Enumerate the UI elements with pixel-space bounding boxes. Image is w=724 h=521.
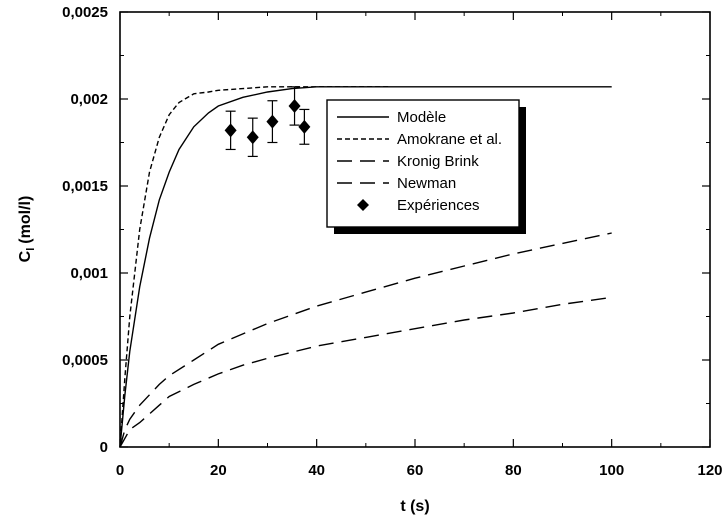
- x-tick-label: 120: [697, 462, 722, 479]
- x-tick-label: 80: [505, 462, 522, 479]
- x-tick-label: 20: [210, 462, 227, 479]
- experiment-point: [266, 114, 279, 129]
- experiment-point: [246, 130, 259, 145]
- y-axis-title-subscript: l: [25, 248, 37, 251]
- x-tick-label: 60: [407, 462, 424, 479]
- experiment-points: [224, 86, 311, 158]
- legend-marker: [357, 199, 369, 211]
- y-tick-label: 0,0015: [62, 178, 108, 195]
- series-line-3: [119, 232, 612, 448]
- y-tick-label: 0,001: [70, 265, 108, 282]
- y-axis-title-main: C: [17, 250, 34, 262]
- x-tick-label: 40: [308, 462, 325, 479]
- series-line-4: [119, 296, 612, 448]
- legend-label: Expériences: [397, 197, 480, 214]
- legend-label: Modèle: [397, 109, 446, 126]
- y-tick-label: 0,002: [70, 91, 108, 108]
- x-tick-label: 100: [599, 462, 624, 479]
- series-line-1: [119, 86, 612, 448]
- legend-label: Amokrane et al.: [397, 131, 502, 148]
- legend: Modèle Amokrane et al. Kronig Brink Newman E…: [326, 99, 526, 234]
- experiment-point: [224, 123, 237, 138]
- legend-label: Kronig Brink: [397, 153, 479, 170]
- y-axis-title: Cl (mol/l): [17, 196, 37, 263]
- legend-items: Modèle Amokrane et al. Kronig Brink Newman E…: [337, 109, 502, 214]
- y-tick-label: 0,0005: [62, 352, 108, 369]
- y-tick-label: 0: [100, 439, 108, 456]
- y-tick-label: 0,0025: [62, 4, 108, 21]
- experiment-point: [288, 98, 301, 113]
- legend-label: Newman: [397, 175, 456, 192]
- y-axis-title-unit: (mol/l): [17, 196, 34, 244]
- x-tick-label: 0: [116, 462, 124, 479]
- experiment-point: [298, 119, 311, 134]
- x-axis-title: t (s): [400, 498, 429, 515]
- axis-ticks: 0 20 40 60 80 100 120 0 0,0005 0,001 0,0015 0,002 0,…: [62, 4, 722, 479]
